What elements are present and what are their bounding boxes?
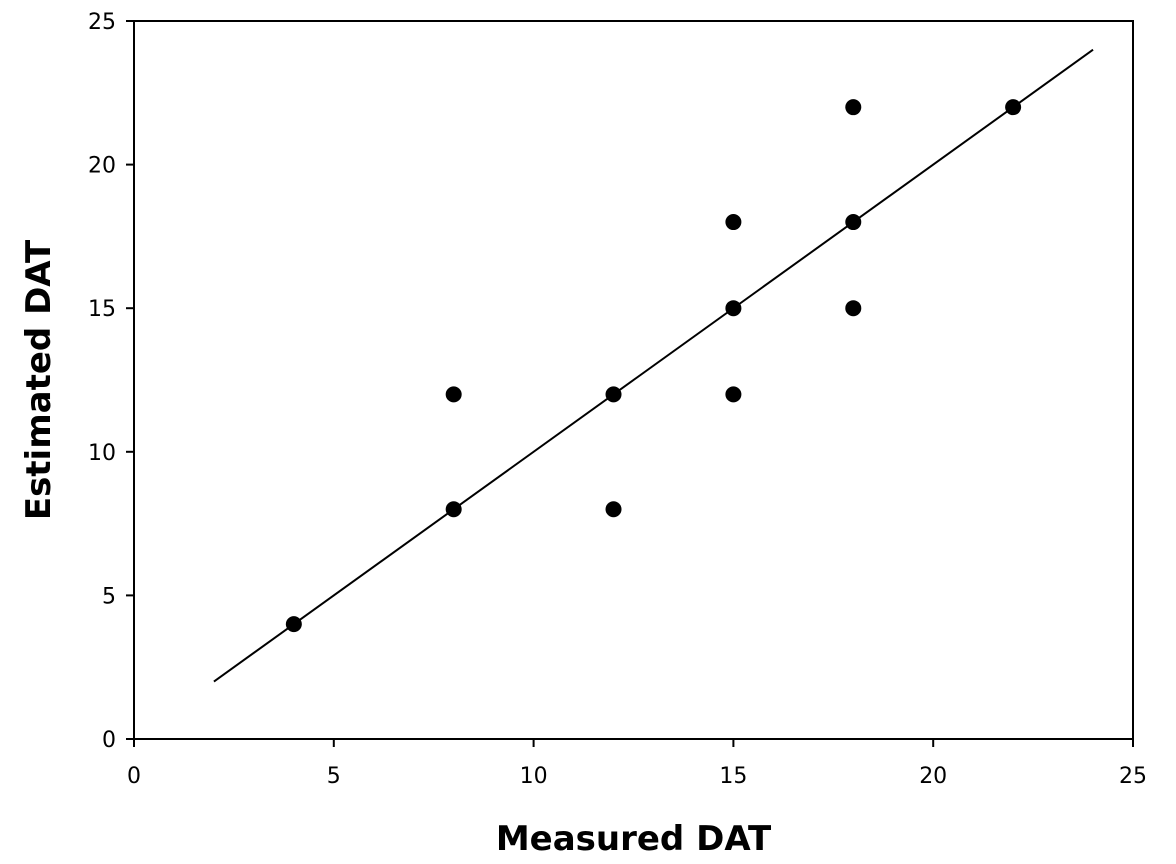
x-axis-title: Measured DAT xyxy=(496,819,772,859)
data-point xyxy=(845,214,862,231)
data-point xyxy=(285,616,302,633)
plot-area-frame xyxy=(133,20,1134,740)
data-point xyxy=(605,386,622,403)
y-tick-label: 25 xyxy=(88,10,116,35)
data-point xyxy=(845,300,862,317)
x-tick-label: 25 xyxy=(1119,764,1147,789)
data-point xyxy=(725,386,742,403)
x-tick-label: 0 xyxy=(127,764,141,789)
data-point xyxy=(725,300,742,317)
data-point xyxy=(445,501,462,518)
x-tick-label: 10 xyxy=(520,764,548,789)
y-axis-title: Estimated DAT xyxy=(19,239,59,520)
y-tick-label: 0 xyxy=(102,728,116,753)
data-point xyxy=(445,386,462,403)
data-point xyxy=(605,501,622,518)
data-point xyxy=(845,99,862,116)
x-tick-label: 15 xyxy=(719,764,747,789)
y-tick-label: 10 xyxy=(88,441,116,466)
data-point xyxy=(725,214,742,231)
y-tick-label: 15 xyxy=(88,297,116,322)
x-tick-label: 5 xyxy=(327,764,341,789)
reference-line xyxy=(213,48,1094,683)
data-point xyxy=(1005,99,1022,116)
y-tick-label: 20 xyxy=(88,154,116,179)
x-tick-label: 20 xyxy=(919,764,947,789)
y-tick-label: 5 xyxy=(102,584,116,609)
